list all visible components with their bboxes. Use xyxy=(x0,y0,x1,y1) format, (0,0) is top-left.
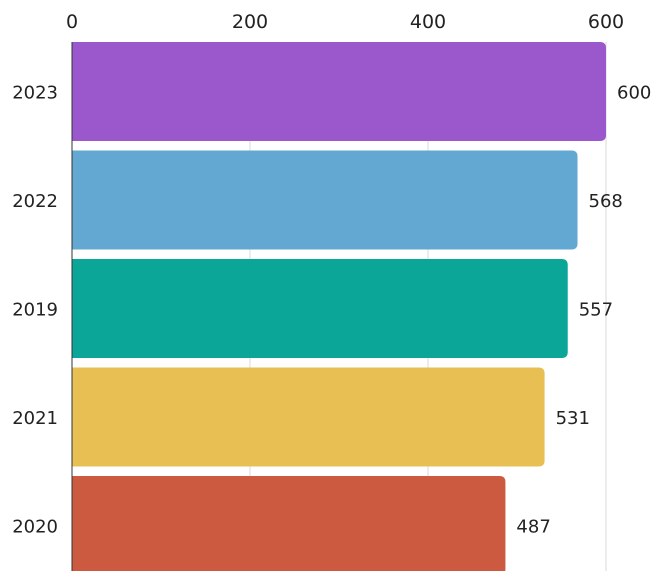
category-label-2019: 2019 xyxy=(12,300,58,321)
data-label-2019: 557 xyxy=(579,300,613,321)
data-label-2020: 487 xyxy=(516,517,550,538)
category-label-2020: 2020 xyxy=(12,517,58,538)
x-tick-label: 400 xyxy=(410,11,446,33)
category-labels: 2023 2022 2019 2021 2020 xyxy=(12,83,58,538)
bar-2021 xyxy=(72,367,545,467)
x-axis-ticks: 0 200 400 600 xyxy=(66,11,624,33)
bar-2023 xyxy=(72,42,606,141)
x-tick-label: 0 xyxy=(66,11,78,33)
data-label-2023: 600 xyxy=(617,83,651,104)
x-tick-label: 600 xyxy=(588,11,624,33)
data-labels: 600 568 557 531 487 xyxy=(516,83,651,538)
x-tick-label: 200 xyxy=(232,11,268,33)
bar-2022 xyxy=(72,150,578,250)
bar-2020 xyxy=(72,476,506,571)
bars xyxy=(72,42,606,571)
category-label-2023: 2023 xyxy=(12,83,58,104)
bar-2019 xyxy=(72,259,568,358)
data-label-2022: 568 xyxy=(589,191,623,212)
category-label-2022: 2022 xyxy=(12,191,58,212)
category-label-2021: 2021 xyxy=(12,408,58,429)
data-label-2021: 531 xyxy=(556,408,590,429)
